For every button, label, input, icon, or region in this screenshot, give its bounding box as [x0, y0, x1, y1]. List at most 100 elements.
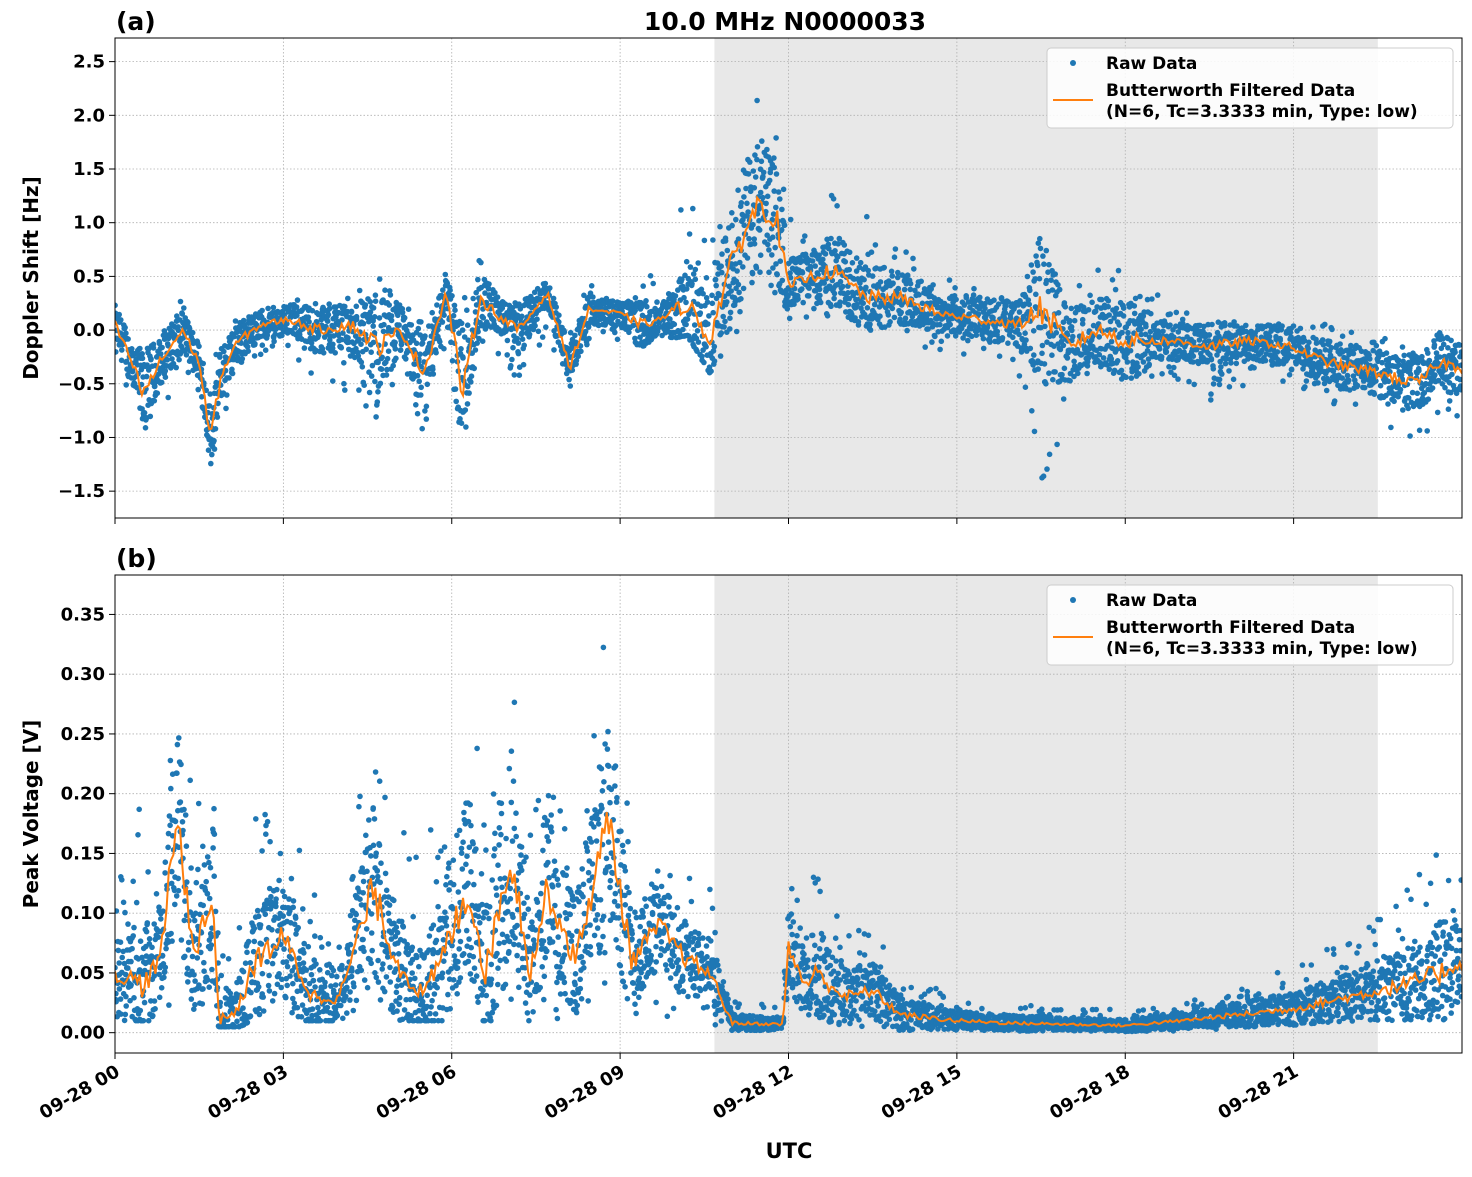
raw-point	[767, 178, 773, 184]
raw-point	[195, 867, 201, 873]
raw-point	[354, 314, 360, 320]
raw-point	[723, 238, 729, 244]
raw-point	[945, 333, 951, 339]
raw-point	[922, 344, 928, 350]
raw-point	[186, 370, 192, 376]
raw-point	[547, 285, 553, 291]
y-tick-label: −0.5	[58, 374, 105, 395]
raw-point	[211, 438, 217, 444]
raw-point	[1061, 343, 1067, 349]
raw-point	[1374, 343, 1380, 349]
raw-point	[296, 956, 302, 962]
raw-point	[459, 420, 465, 426]
raw-point	[189, 996, 195, 1002]
raw-point	[553, 304, 559, 310]
raw-point	[850, 260, 856, 266]
raw-point	[158, 351, 164, 357]
raw-point	[1267, 334, 1273, 340]
y-tick-label: 0.0	[73, 320, 105, 341]
raw-point	[226, 375, 232, 381]
y-tick-label: 0.10	[61, 903, 105, 924]
raw-point	[1424, 428, 1430, 434]
raw-point	[465, 401, 471, 407]
raw-point	[903, 315, 909, 321]
raw-point	[752, 241, 758, 247]
raw-point	[268, 894, 274, 900]
raw-point	[263, 347, 269, 353]
raw-point	[393, 346, 399, 352]
raw-point	[615, 337, 621, 343]
raw-point	[258, 352, 264, 358]
raw-point	[947, 322, 953, 328]
raw-point	[759, 159, 765, 165]
raw-point	[360, 364, 366, 370]
raw-point	[1340, 333, 1346, 339]
raw-point	[116, 948, 122, 954]
raw-point	[1010, 357, 1016, 363]
y-tick-label: −1.0	[58, 427, 105, 448]
raw-point	[1121, 313, 1127, 319]
raw-point	[1055, 282, 1061, 288]
raw-point	[858, 260, 864, 266]
raw-point	[143, 425, 149, 431]
raw-point	[997, 353, 1003, 359]
raw-point	[160, 908, 166, 914]
raw-point	[295, 1005, 301, 1011]
raw-point	[695, 328, 701, 334]
raw-point	[265, 819, 271, 825]
raw-point	[795, 293, 801, 299]
raw-point	[757, 227, 763, 233]
raw-point	[812, 263, 818, 269]
raw-point	[349, 974, 355, 980]
raw-point	[1026, 302, 1032, 308]
raw-point	[1119, 330, 1125, 336]
raw-point	[1056, 310, 1062, 316]
raw-point	[1052, 271, 1058, 277]
raw-point	[770, 234, 776, 240]
raw-point	[402, 1007, 408, 1013]
raw-point	[361, 321, 367, 327]
raw-point	[241, 969, 247, 975]
raw-point	[1138, 327, 1144, 333]
raw-point	[612, 330, 618, 336]
raw-point	[745, 209, 751, 215]
raw-point	[854, 255, 860, 261]
raw-point	[184, 879, 190, 885]
raw-point	[1099, 297, 1105, 303]
raw-point	[420, 340, 426, 346]
y-axis-label: Doppler Shift [Hz]	[19, 176, 43, 380]
raw-point	[1123, 375, 1129, 381]
raw-point	[1116, 322, 1122, 328]
raw-point	[339, 967, 345, 973]
raw-point	[212, 831, 218, 837]
raw-point	[713, 283, 719, 289]
raw-point	[270, 998, 276, 1004]
raw-point	[332, 350, 338, 356]
raw-point	[1174, 310, 1180, 316]
raw-point	[837, 299, 843, 305]
raw-point	[317, 967, 323, 973]
raw-point	[1305, 346, 1311, 352]
raw-point	[1067, 378, 1073, 384]
raw-point	[1228, 360, 1234, 366]
raw-point	[1121, 305, 1127, 311]
raw-point	[905, 272, 911, 278]
raw-point	[806, 285, 812, 291]
raw-point	[584, 342, 590, 348]
raw-point	[373, 292, 379, 298]
raw-point	[266, 983, 272, 989]
raw-point	[391, 898, 397, 904]
raw-point	[517, 372, 523, 378]
raw-point	[240, 1005, 246, 1011]
raw-point	[1306, 340, 1312, 346]
raw-point	[341, 360, 347, 366]
raw-point	[209, 967, 215, 973]
raw-point	[311, 978, 317, 984]
raw-point	[1035, 366, 1041, 372]
raw-point	[892, 315, 898, 321]
raw-point	[372, 314, 378, 320]
raw-point	[683, 300, 689, 306]
raw-point	[363, 833, 369, 839]
raw-point	[266, 973, 272, 979]
